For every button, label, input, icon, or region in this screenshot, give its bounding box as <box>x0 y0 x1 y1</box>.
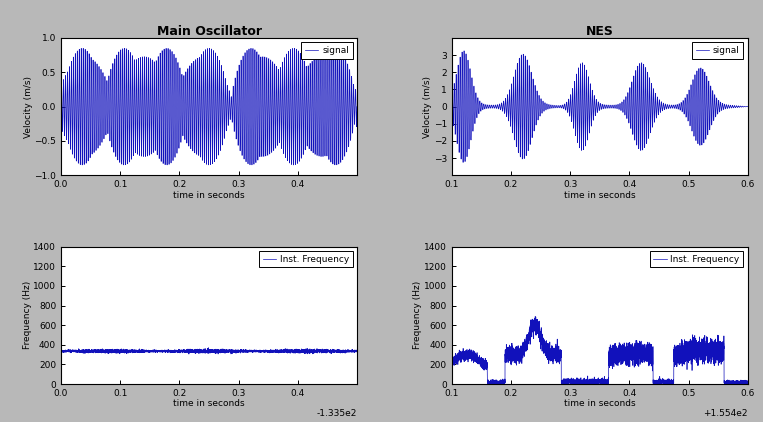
Y-axis label: Velocity (m/s): Velocity (m/s) <box>423 76 433 138</box>
X-axis label: time in seconds: time in seconds <box>564 191 636 200</box>
Title: Main Oscillator: Main Oscillator <box>156 25 262 38</box>
Legend: signal: signal <box>692 43 743 59</box>
Y-axis label: Frequency (Hz): Frequency (Hz) <box>414 281 423 349</box>
Title: NES: NES <box>586 25 613 38</box>
Text: +1.554e2: +1.554e2 <box>703 409 748 418</box>
Legend: Inst. Frequency: Inst. Frequency <box>259 251 353 268</box>
X-axis label: time in seconds: time in seconds <box>173 399 245 408</box>
Legend: signal: signal <box>301 43 353 59</box>
X-axis label: time in seconds: time in seconds <box>564 399 636 408</box>
Text: -1.335e2: -1.335e2 <box>317 409 357 418</box>
X-axis label: time in seconds: time in seconds <box>173 191 245 200</box>
Y-axis label: Frequency (Hz): Frequency (Hz) <box>23 281 32 349</box>
Y-axis label: Velocity (m/s): Velocity (m/s) <box>24 76 33 138</box>
Legend: Inst. Frequency: Inst. Frequency <box>649 251 743 268</box>
